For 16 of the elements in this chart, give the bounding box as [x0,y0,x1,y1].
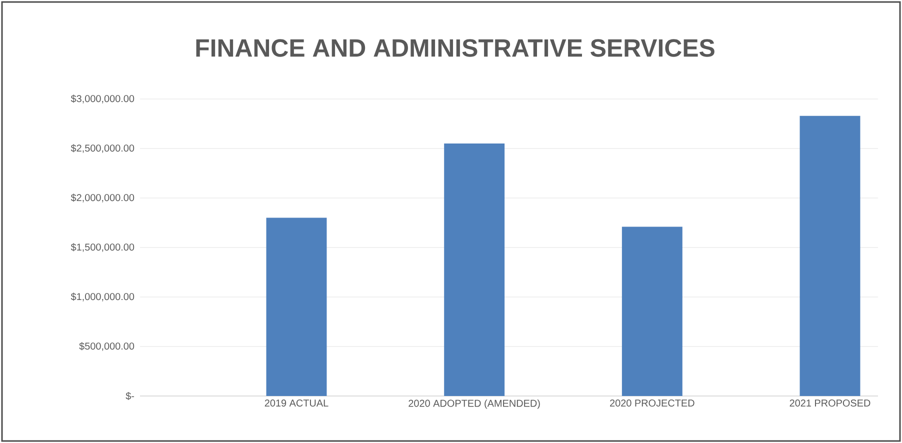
bar [800,116,860,396]
y-tick-label: $2,500,000.00 [70,144,134,153]
x-tick-label: 2021 PROPOSED [790,400,870,407]
x-tick-label: 2020 PROJECTED [610,400,694,407]
y-tick-label: $500,000.00 [79,342,134,351]
bar [266,218,327,396]
y-tick-label: $2,000,000.00 [70,194,134,202]
bar [622,226,682,396]
y-tick-label: $- [126,392,134,400]
bar [444,144,505,396]
x-tick-label: 2019 ACTUAL [264,400,328,407]
y-tick-label: $3,000,000.00 [70,94,134,104]
y-tick-label: $1,000,000.00 [70,292,134,302]
chart-title: FINANCE AND ADMINISTRATIVE SERVICES [196,39,714,57]
y-tick-label: $1,500,000.00 [70,243,134,252]
x-tick-label: 2020 ADOPTED (AMENDED) [408,400,540,409]
